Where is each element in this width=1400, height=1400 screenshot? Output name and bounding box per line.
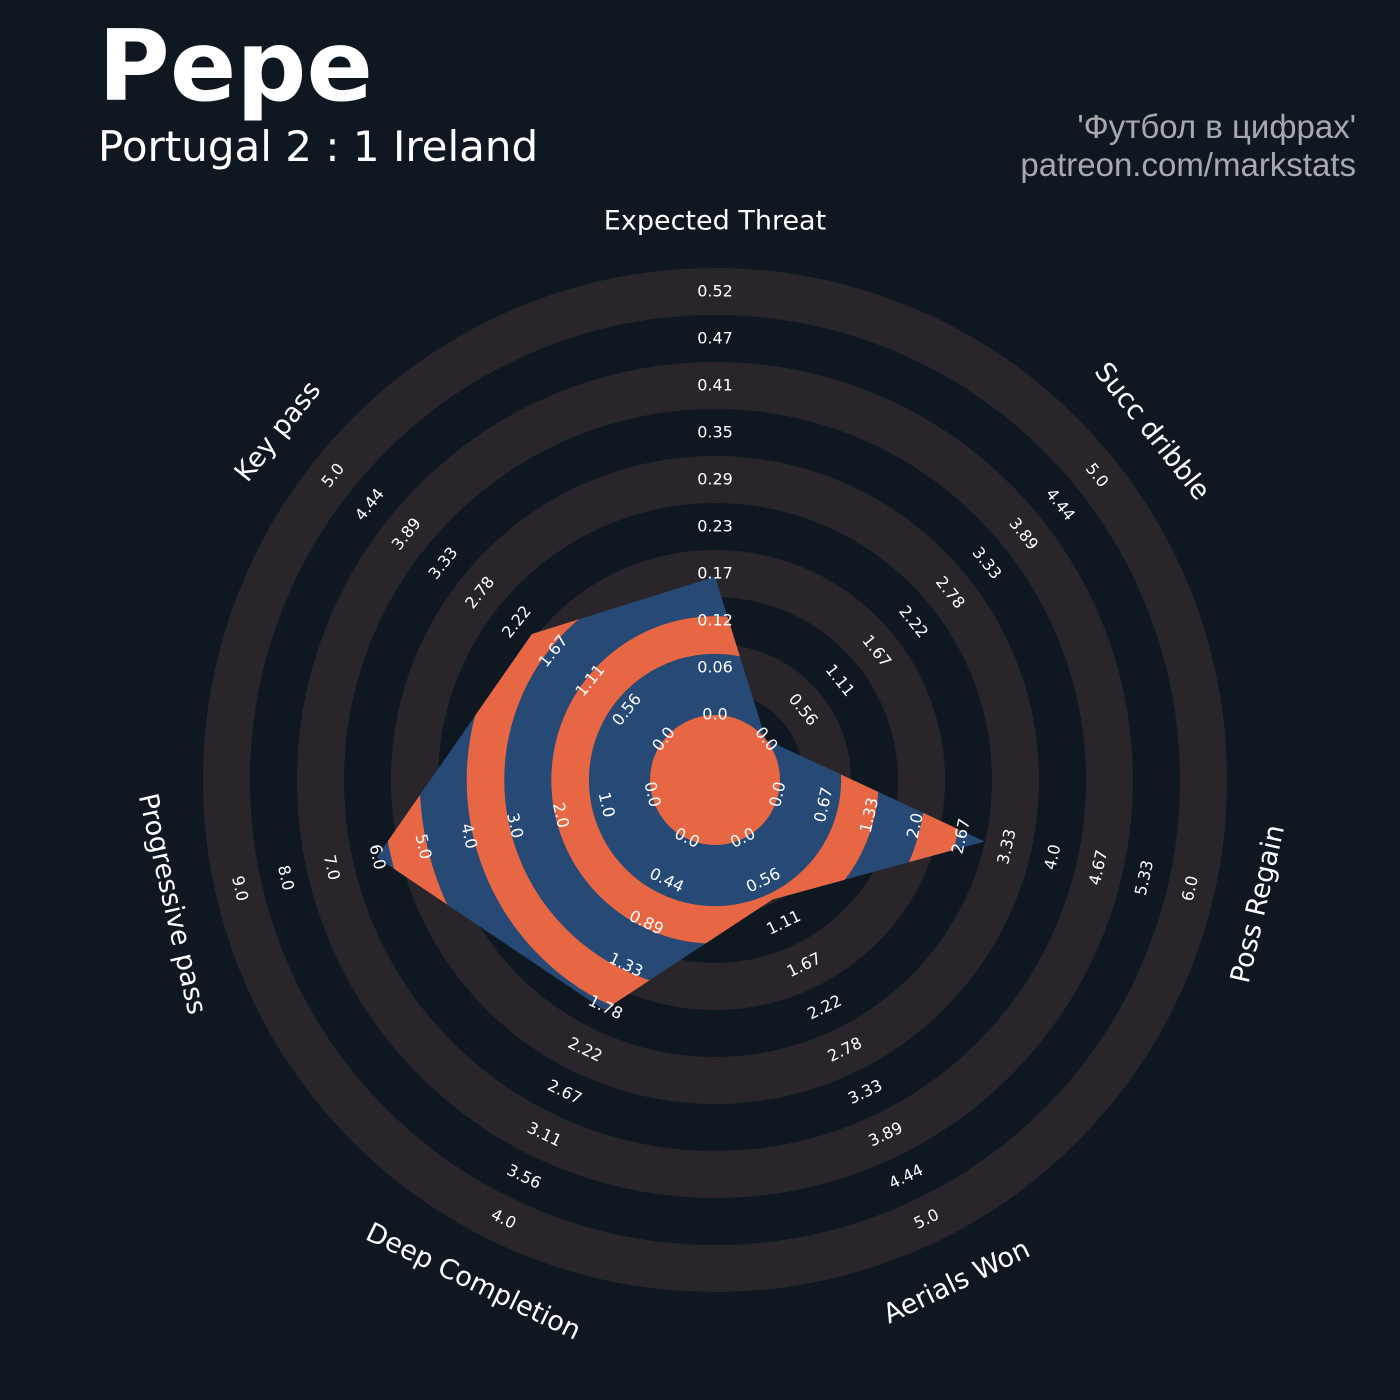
tick-label: 2.22 (895, 602, 932, 642)
player-name: Pepe (98, 10, 373, 124)
tick-label: 0.41 (697, 376, 733, 395)
param-label: Poss Regain (1225, 822, 1291, 986)
tick-label: 0.35 (697, 423, 733, 442)
tick-label: 1.11 (822, 660, 859, 700)
tick-label: 0.12 (697, 611, 733, 630)
tick-label: 3.33 (969, 543, 1006, 583)
background-ring (391, 456, 1039, 1104)
tick-label: 0.29 (697, 470, 733, 489)
background-ring (297, 362, 1133, 1198)
tick-label: 0.52 (697, 282, 733, 301)
credit-line-1: 'Футбол в цифрах' (1077, 108, 1356, 145)
tick-label: 4.44 (1042, 485, 1079, 525)
player-ring-center (650, 715, 780, 845)
match-score: Portugal 2 : 1 Ireland (98, 122, 539, 171)
tick-label: 8.0 (274, 863, 298, 892)
tick-label: 0.0 (702, 705, 727, 724)
tick-label: 2.22 (804, 991, 844, 1024)
tick-label: 3.33 (845, 1075, 885, 1108)
tick-label: 2.22 (498, 602, 535, 642)
tick-label: 4.44 (351, 485, 388, 525)
tick-label: 2.67 (947, 817, 973, 856)
tick-label: 0.06 (697, 658, 733, 677)
tick-label: 3.56 (504, 1160, 544, 1193)
credit: 'Футбол в цифрах' patreon.com/markstats (1020, 108, 1356, 184)
tick-label: 1.11 (763, 906, 803, 939)
tick-label: 0.47 (697, 329, 733, 348)
param-label: Progressive pass (132, 790, 212, 1017)
tick-label: 0.17 (697, 564, 733, 583)
tick-label: 4.0 (1040, 842, 1064, 871)
background-ring (203, 268, 1227, 1292)
tick-label: 2.67 (545, 1075, 585, 1108)
tick-label: 3.33 (424, 543, 461, 583)
tick-label: 4.44 (886, 1160, 926, 1193)
tick-label: 5.33 (1131, 858, 1157, 897)
param-label: Expected Threat (604, 206, 826, 237)
tick-label: 0.23 (697, 517, 733, 536)
credit-line-2: patreon.com/markstats (1020, 146, 1356, 183)
